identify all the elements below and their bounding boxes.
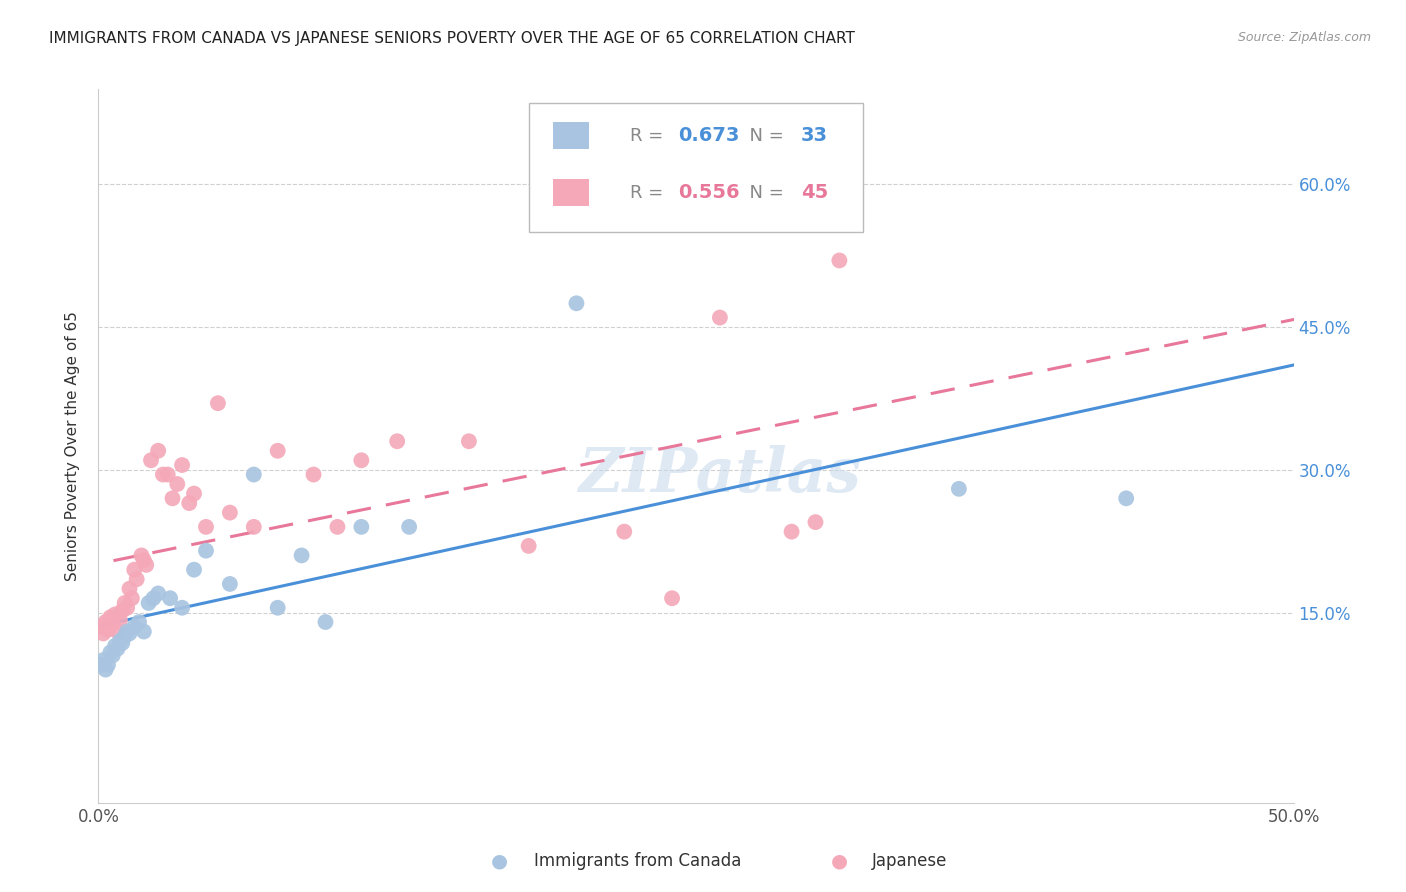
Point	[828, 253, 851, 268]
Point	[172, 458, 194, 472]
FancyBboxPatch shape	[529, 103, 863, 232]
Point	[156, 467, 179, 482]
Point	[132, 624, 155, 639]
Point	[98, 645, 122, 659]
Point	[94, 615, 117, 629]
Point	[135, 558, 157, 572]
Point	[350, 453, 373, 467]
Point	[183, 486, 205, 500]
Point	[804, 515, 827, 529]
Point	[661, 591, 683, 606]
Point	[94, 663, 117, 677]
Point	[124, 563, 146, 577]
Point	[243, 520, 266, 534]
Point	[97, 657, 120, 672]
Y-axis label: Seniors Poverty Over the Age of 65: Seniors Poverty Over the Age of 65	[65, 311, 80, 581]
Point	[114, 596, 136, 610]
Point	[291, 549, 314, 563]
Point	[148, 443, 170, 458]
Point	[166, 477, 188, 491]
Point	[709, 310, 731, 325]
Point	[179, 496, 201, 510]
Point	[111, 636, 134, 650]
Point	[90, 620, 112, 634]
Text: N =: N =	[738, 127, 789, 145]
FancyBboxPatch shape	[553, 122, 589, 149]
Point	[148, 586, 170, 600]
Point	[121, 591, 143, 606]
Point	[101, 648, 124, 663]
Point	[108, 634, 131, 648]
Point	[948, 482, 970, 496]
Point	[162, 491, 184, 506]
Text: N =: N =	[738, 184, 789, 202]
Point	[142, 591, 165, 606]
Point	[565, 296, 588, 310]
Point	[104, 639, 127, 653]
Point	[128, 615, 150, 629]
Point	[219, 577, 242, 591]
Point	[194, 543, 218, 558]
Point	[132, 553, 155, 567]
Point	[98, 610, 122, 624]
Text: 0.673: 0.673	[678, 126, 740, 145]
Point	[302, 467, 325, 482]
Point	[104, 607, 127, 622]
Point	[101, 616, 124, 631]
Text: R =: R =	[630, 127, 669, 145]
Text: Immigrants from Canada: Immigrants from Canada	[534, 852, 741, 870]
Text: ●: ●	[491, 851, 508, 871]
Point	[108, 613, 131, 627]
Point	[780, 524, 803, 539]
Point	[315, 615, 337, 629]
Text: Japanese: Japanese	[872, 852, 948, 870]
Point	[267, 600, 290, 615]
Text: Source: ZipAtlas.com: Source: ZipAtlas.com	[1237, 31, 1371, 45]
Point	[517, 539, 540, 553]
Point	[114, 629, 136, 643]
Text: IMMIGRANTS FROM CANADA VS JAPANESE SENIORS POVERTY OVER THE AGE OF 65 CORRELATIO: IMMIGRANTS FROM CANADA VS JAPANESE SENIO…	[49, 31, 855, 46]
Point	[243, 467, 266, 482]
Point	[138, 596, 160, 610]
Point	[139, 453, 162, 467]
Point	[118, 582, 141, 596]
Point	[267, 443, 290, 458]
Point	[118, 626, 141, 640]
Text: 0.556: 0.556	[678, 183, 740, 202]
Text: ●: ●	[831, 851, 848, 871]
Point	[107, 641, 129, 656]
Text: R =: R =	[630, 184, 669, 202]
Point	[90, 657, 112, 672]
Point	[124, 620, 146, 634]
Point	[125, 572, 148, 586]
Point	[115, 624, 138, 639]
Point	[115, 600, 138, 615]
Point	[613, 524, 636, 539]
Point	[152, 467, 174, 482]
Point	[194, 520, 218, 534]
Point	[183, 563, 205, 577]
Text: ZIPatlas: ZIPatlas	[578, 444, 862, 505]
Point	[207, 396, 229, 410]
Point	[1115, 491, 1137, 506]
Text: 45: 45	[801, 183, 828, 202]
Point	[107, 624, 129, 639]
Point	[326, 520, 349, 534]
Text: 33: 33	[801, 126, 828, 145]
Point	[131, 549, 153, 563]
Point	[111, 604, 134, 618]
Point	[91, 653, 114, 667]
Point	[219, 506, 242, 520]
Point	[398, 520, 420, 534]
Point	[458, 434, 481, 449]
Point	[97, 623, 120, 637]
FancyBboxPatch shape	[553, 179, 589, 206]
Point	[91, 626, 114, 640]
Point	[385, 434, 409, 449]
Point	[350, 520, 373, 534]
Point	[159, 591, 181, 606]
Point	[172, 600, 194, 615]
